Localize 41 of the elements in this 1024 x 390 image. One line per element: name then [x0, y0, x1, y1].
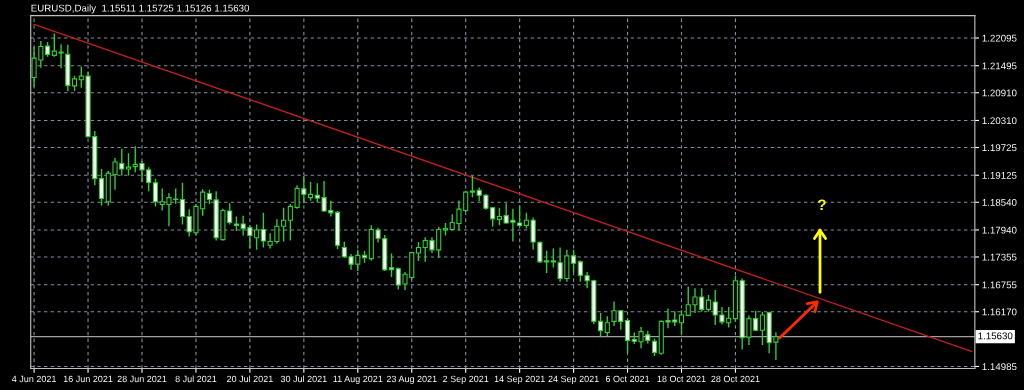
- candlestick: [179, 182, 186, 226]
- chart-title: EURUSD,Daily 1.15511 1.15725 1.15126 1.15630: [31, 4, 250, 14]
- candlestick: [415, 241, 422, 262]
- candlestick: [469, 175, 476, 198]
- ref-line-label: 1.15630: [978, 332, 1013, 340]
- x-tick-label: 11 Aug 2021: [333, 375, 383, 384]
- candlestick: [388, 252, 395, 278]
- candlestick: [98, 168, 105, 207]
- x-tick-label: 30 Jul 2021: [280, 375, 327, 383]
- y-tick-label: 1.20910: [982, 89, 1017, 97]
- x-tick-label: 23 Aug 2021: [386, 375, 437, 384]
- x-tick-label: 14 Sep 2021: [494, 375, 545, 384]
- y-tick-label: 1.16170: [982, 308, 1017, 316]
- candlestick: [550, 247, 556, 269]
- x-tick-label: 28 Oct 2021: [711, 375, 760, 383]
- y-tick-label: 1.22095: [982, 34, 1017, 42]
- candlestick: [624, 317, 631, 354]
- x-tick-label: 2 Sep 2021: [443, 375, 489, 384]
- x-tick-label: 20 Jul 2021: [227, 375, 273, 383]
- y-tick-label: 1.18540: [982, 198, 1017, 206]
- x-tick-label: 18 Oct 2021: [657, 375, 706, 383]
- x-tick-label: 24 Sep 2021: [548, 375, 599, 384]
- candlestick: [604, 315, 610, 337]
- x-tick-label: 28 Jun 2021: [117, 375, 167, 383]
- y-tick-label: 1.19725: [982, 144, 1017, 152]
- y-tick-label: 1.17355: [982, 253, 1017, 261]
- x-tick-label: 16 Jun 2021: [63, 375, 113, 383]
- y-tick-label: 1.19125: [982, 171, 1017, 179]
- y-tick-label: 1.14985: [982, 363, 1017, 371]
- x-tick-label: 4 Jun 2021: [11, 375, 56, 383]
- x-tick-label: 6 Oct 2021: [605, 375, 650, 383]
- y-tick-label: 1.17940: [982, 226, 1017, 234]
- y-tick-label: 1.21495: [982, 62, 1017, 70]
- y-tick-label: 1.20310: [982, 117, 1017, 125]
- x-tick-label: 8 Jul 2021: [175, 375, 217, 383]
- y-tick-label: 1.16755: [982, 281, 1017, 289]
- candlestick: [678, 309, 685, 336]
- candlestick: [125, 152, 132, 177]
- annotation: ?: [817, 199, 826, 211]
- candlestick: [152, 177, 159, 208]
- candlestick: [597, 312, 604, 338]
